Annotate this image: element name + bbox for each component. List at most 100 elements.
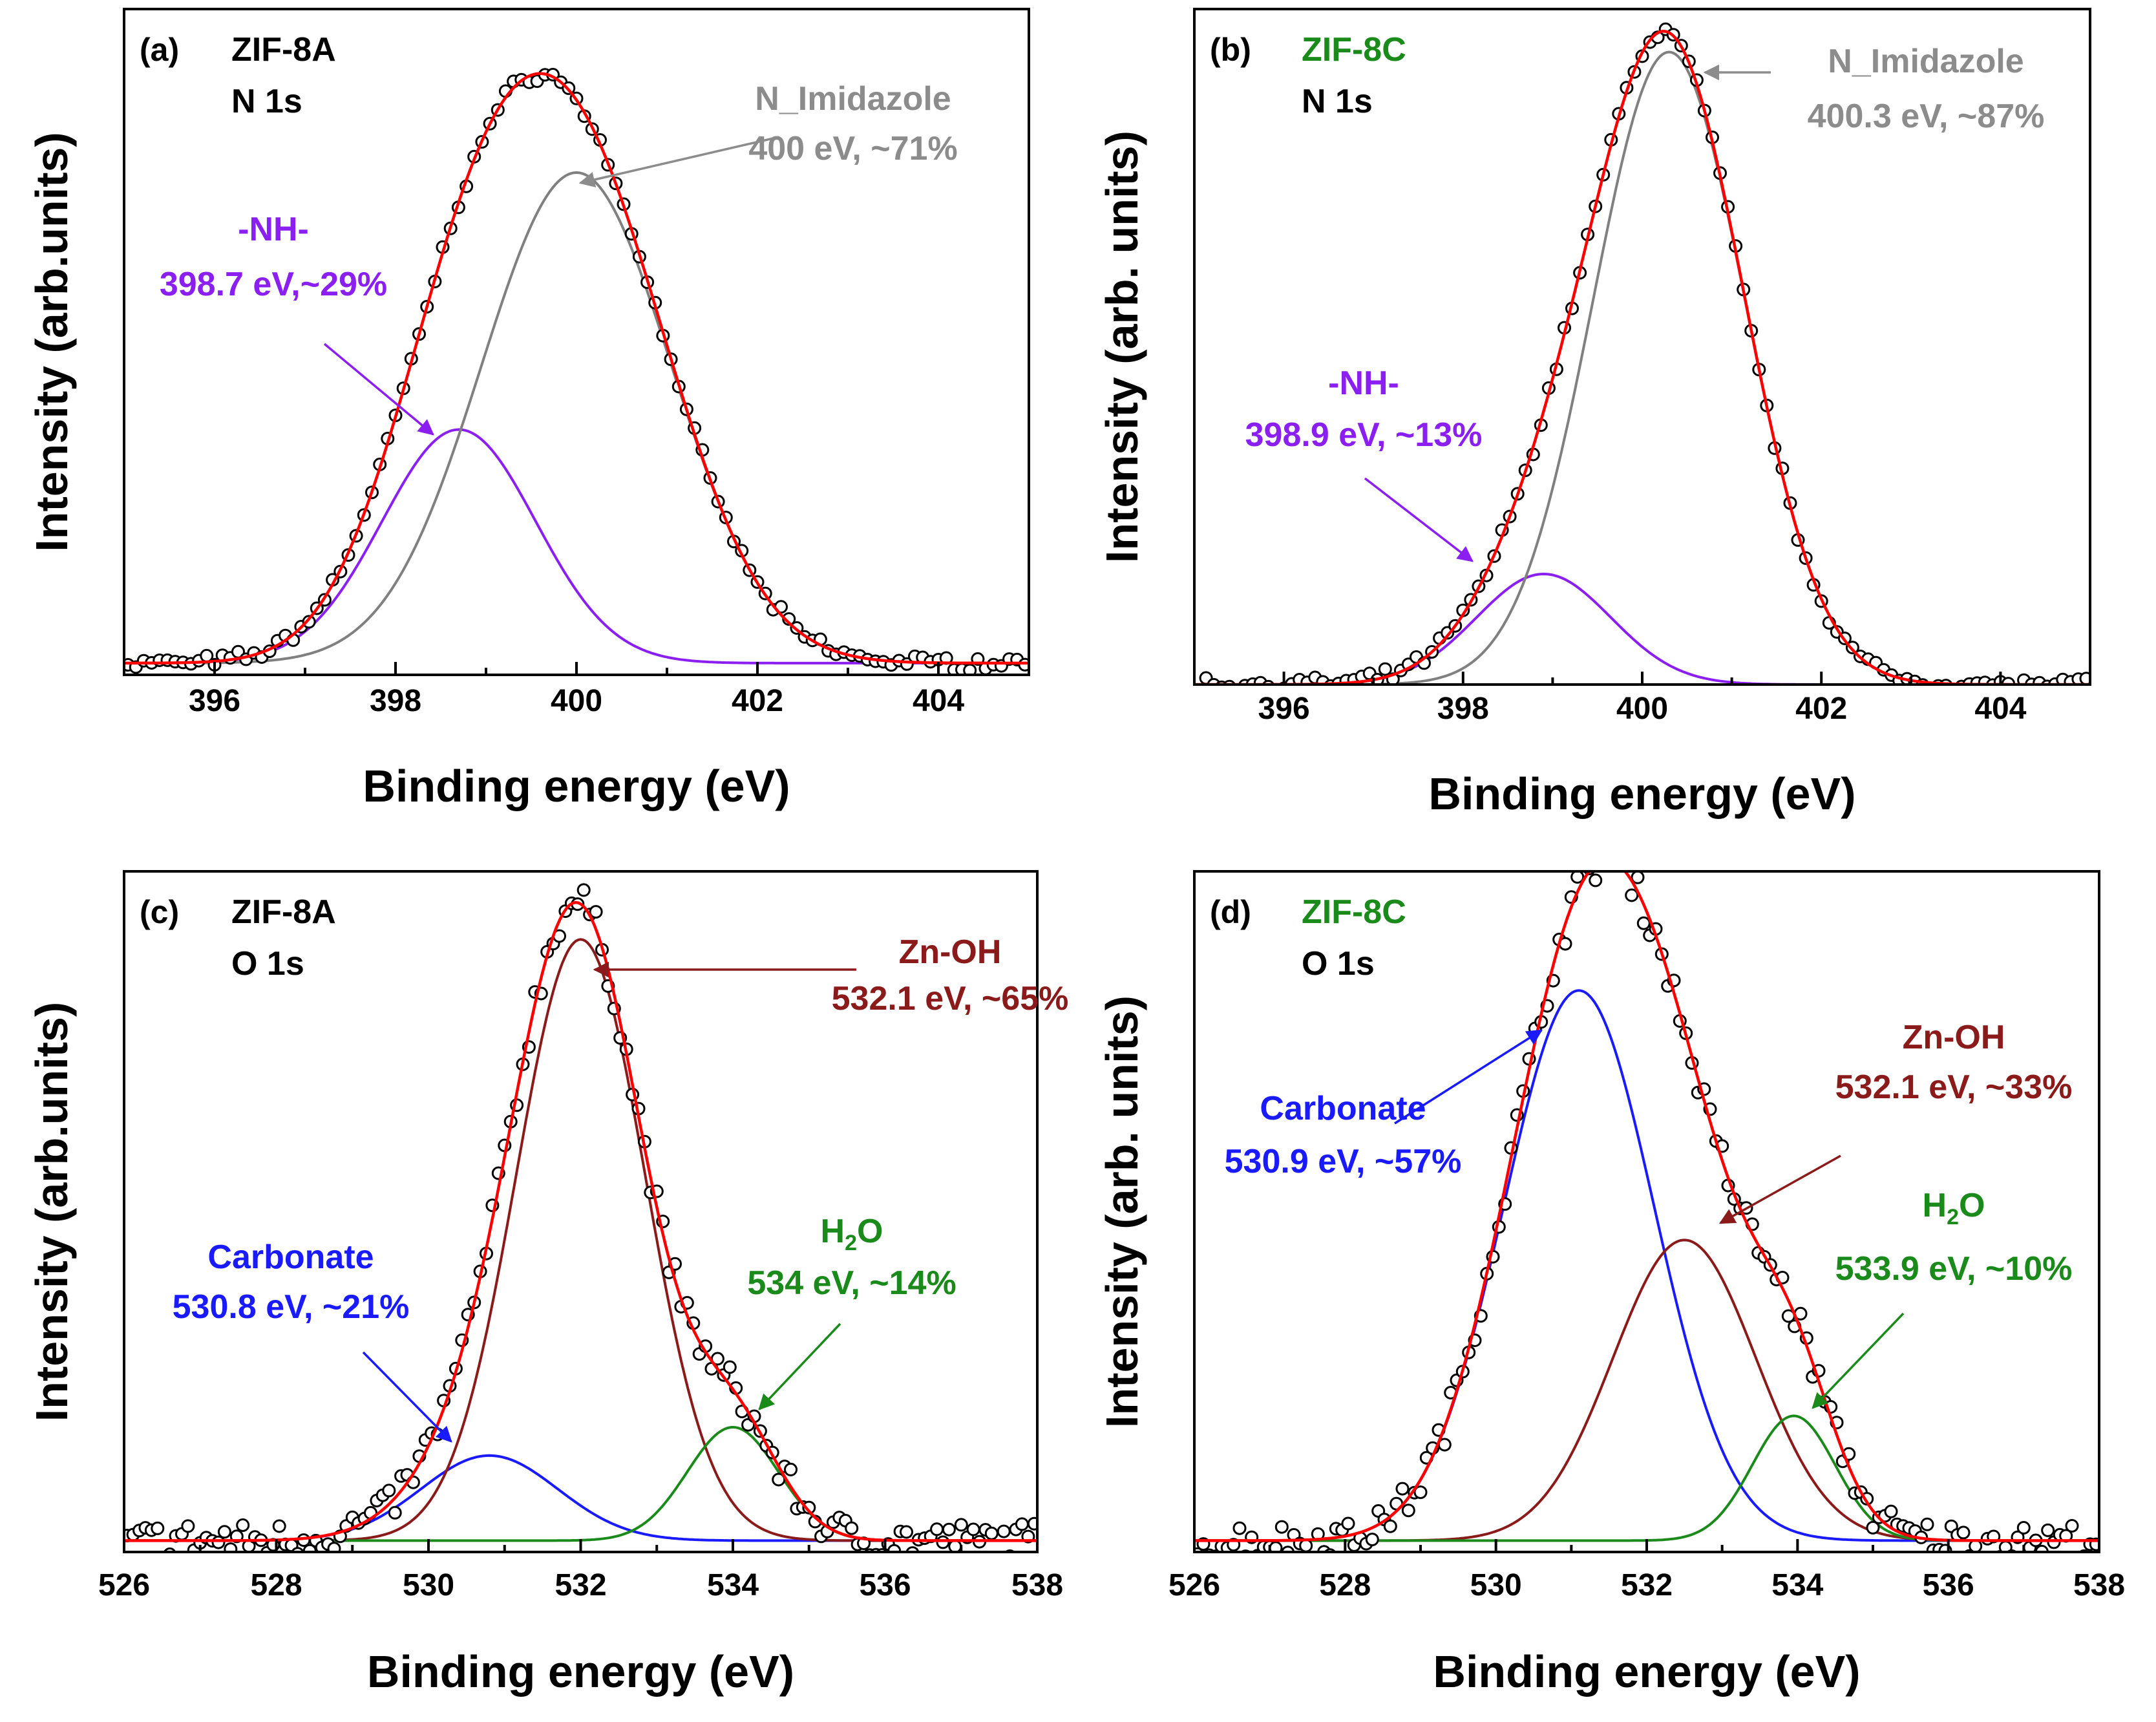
data-point	[2074, 1551, 2082, 1552]
formula-o: O	[857, 1213, 883, 1250]
component-curve--nh-	[124, 428, 1029, 664]
data-point	[936, 1535, 950, 1549]
peak-annotation-name: H2O	[821, 1213, 883, 1255]
peak-annotation-name: Zn-OH	[899, 933, 1002, 971]
peak-annotation-zn-oh: Zn-OH 532.1 eV, ~33%	[1718, 1019, 2072, 1224]
x-axis-label: Binding energy (eV)	[363, 761, 790, 811]
component-curve--nh-	[1194, 572, 2090, 685]
data-point	[1636, 916, 1651, 930]
data-point	[900, 1525, 913, 1539]
data-point	[948, 1539, 962, 1552]
data-point	[1299, 1538, 1313, 1552]
peak-annotation-name: H2O	[1923, 1187, 1985, 1229]
data-point	[723, 1360, 737, 1374]
data-point	[966, 1522, 980, 1536]
data-point	[1596, 856, 1607, 867]
data-point	[1920, 1517, 1934, 1531]
x-tick-label: 396	[1258, 692, 1310, 726]
x-tick-label: 528	[1319, 1568, 1371, 1602]
component-curve-h2o	[1194, 1414, 2099, 1542]
x-tick-label: 400	[1616, 692, 1668, 726]
annotation-arrow	[758, 1323, 841, 1410]
x-tick-label: 534	[1771, 1568, 1823, 1602]
x-axis-label: Binding energy (eV)	[1428, 769, 1855, 819]
core-level-label: O 1s	[1302, 945, 1375, 983]
data-point	[1015, 1517, 1029, 1531]
x-tick-label: 398	[370, 684, 421, 718]
panel-label: (b)	[1210, 32, 1251, 68]
data-point	[1274, 1520, 1289, 1534]
y-axis-label: Intensity (arb. units)	[1097, 131, 1147, 563]
data-point	[2016, 1521, 2031, 1535]
envelope-fit-curve	[124, 72, 1029, 665]
peak-annotation-value: 530.8 eV, ~21%	[173, 1288, 410, 1326]
peak-annotation-value: 534 eV, ~14%	[747, 1264, 956, 1302]
x-tick-label: 526	[1168, 1568, 1220, 1602]
y-axis-label: Intensity (arb.units)	[26, 1002, 77, 1421]
peak-annotation-name: -NH-	[1328, 365, 1399, 402]
peak-annotation-value: 532.1 eV, ~65%	[832, 980, 1069, 1017]
data-point	[1223, 679, 1236, 685]
data-point	[2065, 1519, 2079, 1533]
peak-annotation-h2o: H2O 534 eV, ~14%	[747, 1213, 956, 1410]
x-axis-label: Binding energy (eV)	[1433, 1646, 1860, 1697]
peak-annotation-value: 533.9 eV, ~10%	[1835, 1250, 2073, 1288]
data-point	[954, 1518, 968, 1532]
peak-annotation-value: 398.9 eV, ~13%	[1245, 416, 1483, 454]
data-point	[1614, 853, 1625, 865]
sample-name: ZIF-8C	[1302, 893, 1406, 931]
data-point	[1378, 662, 1392, 676]
data-point	[160, 1551, 167, 1552]
data-point	[217, 1525, 231, 1539]
data-point	[1884, 1504, 1898, 1518]
data-point	[1969, 1539, 1983, 1552]
peak-annotation-n-imidazole: N_Imidazole 400 eV, ~71%	[578, 80, 958, 187]
data-point	[845, 1521, 859, 1535]
peak-annotation-n-imidazole: N_Imidazole 400.3 eV, ~87%	[1703, 43, 2044, 135]
peak-annotation-h2o: H2O 533.9 eV, ~10%	[1812, 1187, 2073, 1409]
data-point	[327, 1542, 341, 1552]
data-point	[1309, 1551, 1315, 1552]
data-point	[224, 1542, 238, 1552]
data-point	[984, 1526, 999, 1540]
annotation-arrow	[1394, 1029, 1543, 1125]
y-axis-label: Intensity (arb. units)	[1097, 995, 1147, 1428]
x-axis-label: Binding energy (eV)	[367, 1646, 794, 1697]
x-tick-label: 396	[189, 684, 240, 718]
data-point	[1401, 1504, 1415, 1518]
data-point	[1866, 1520, 1880, 1535]
data-point	[589, 905, 603, 919]
data-point	[302, 615, 316, 629]
annotation-arrow	[323, 343, 434, 436]
data-point	[1195, 684, 1201, 685]
peak-annotation-carbonate: Carbonate 530.8 eV, ~21%	[173, 1238, 452, 1443]
panel-label: (a)	[140, 32, 179, 68]
data-point	[1281, 1546, 1295, 1552]
data-point	[1570, 871, 1585, 884]
peak-annotation-value: 400 eV, ~71%	[748, 130, 957, 167]
data-point	[772, 1472, 786, 1487]
data-point	[151, 1521, 165, 1535]
peak-annotation-carbonate: Carbonate 530.9 eV, ~57%	[1225, 1029, 1543, 1180]
y-axis-label: Intensity (arb.units)	[26, 132, 77, 551]
data-point	[382, 1483, 396, 1498]
peak-annotation-zn-oh: Zn-OH 532.1 eV, ~65%	[593, 933, 1069, 1017]
x-tick-label: 532	[1621, 1568, 1673, 1602]
data-point	[1951, 684, 1956, 685]
x-tick-label: 536	[859, 1568, 911, 1602]
data-point	[942, 1522, 956, 1536]
core-level-label: N 1s	[231, 83, 302, 120]
x-tick-label: 526	[98, 1568, 150, 1602]
sample-name: ZIF-8C	[1302, 31, 1406, 69]
data-point	[784, 1462, 798, 1476]
data-point	[291, 1547, 304, 1552]
component-curve-h2o	[124, 1426, 1037, 1542]
data-point	[992, 1553, 1004, 1565]
data-point	[930, 1522, 944, 1536]
data-point	[1262, 679, 1275, 685]
x-tick-label: 398	[1437, 692, 1489, 726]
data-point	[1976, 1553, 1987, 1565]
annotation-arrow	[1718, 1154, 1841, 1224]
data-point	[2041, 1523, 2055, 1537]
